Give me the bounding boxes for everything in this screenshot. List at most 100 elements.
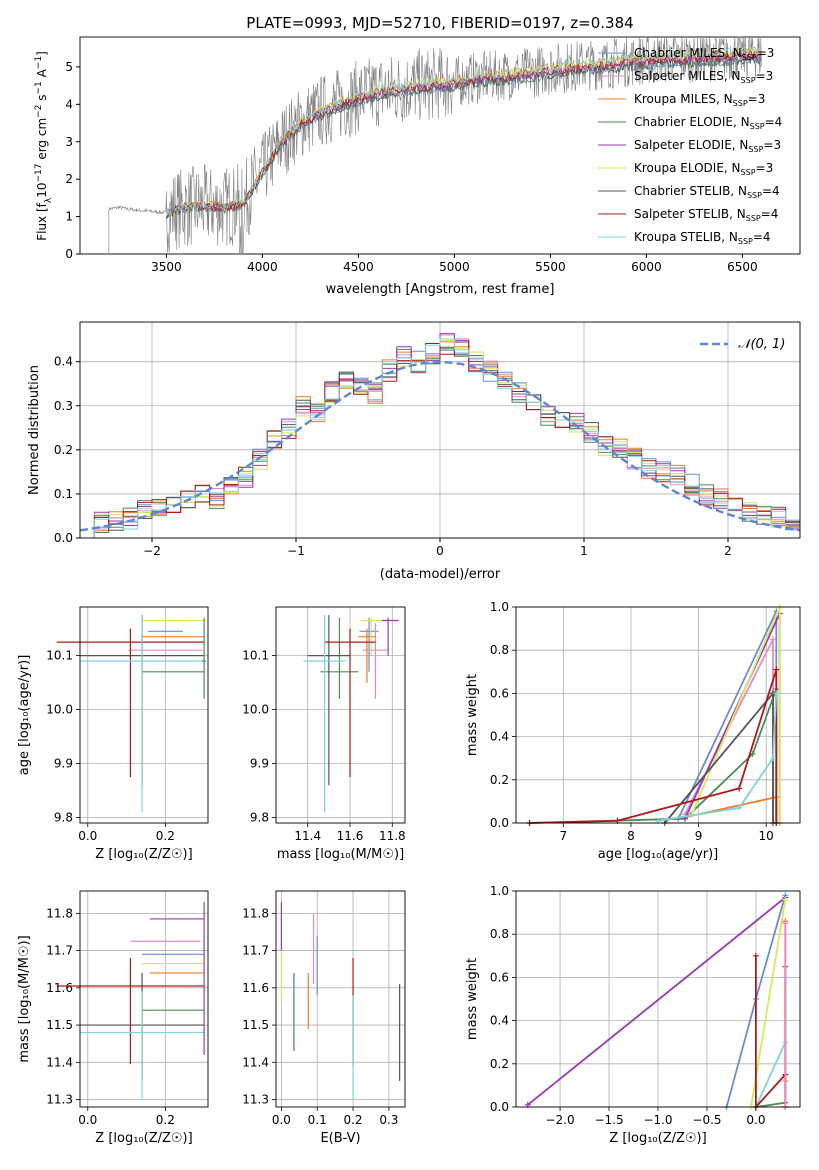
histogram-step (80, 338, 800, 539)
tick-label-x: 4000 (247, 260, 278, 274)
legend-value: =3 (756, 69, 774, 83)
mass_vs_Z-panel: 0.0 0.2 11.3 11.4 11.5 11.6 11.7 11.8 Z [log₁₀(Z… (17, 890, 209, 1146)
age_vs_Z-panel: 0.0 0.2 9.8 9.9 10.0 10.1 Z [log₁₀(Z/Z☉)] age [… (17, 606, 209, 862)
tick-label-y: 11.5 (242, 1018, 269, 1032)
tick-label-x: −1.5 (594, 1113, 623, 1127)
tick-label-x: −2.0 (545, 1113, 574, 1127)
massweight_vs_Z-panel: −2.0 −1.5 −1.0 −0.5 0.0 0.0 0.2 0.4 0.6 0.8 1.0 Z [… (465, 884, 801, 1146)
x-axis-label: Z [log₁₀(Z/Z☉)] (609, 1131, 706, 1146)
tick-label-x: 6500 (727, 260, 758, 274)
tick-label-y: 0.4 (490, 1014, 509, 1028)
legend-text: Kroupa MILES, N (634, 92, 733, 106)
series-line (755, 955, 787, 1110)
series-line (755, 977, 787, 1108)
legend-entry: Chabrier ELODIE, NSSP=4 (634, 115, 782, 131)
x-axis-label: E(B-V) (320, 1131, 360, 1146)
series-marker (752, 952, 759, 959)
tick-label-y: 11.7 (46, 944, 73, 958)
y-axis-label: Flux [fλ10−17 erg cm−2 s−1 A−1] (34, 51, 54, 241)
tick-label-y: 3 (65, 135, 73, 149)
legend-sub: SSP (741, 168, 756, 177)
legend-entry: Kroupa MILES, NSSP=3 (634, 92, 765, 108)
model-spectrum-line (166, 46, 762, 218)
tick-label-y: 5 (65, 60, 73, 74)
tick-label-x: 11.6 (337, 829, 364, 843)
legend-entry: Salpeter STELIB, NSSP=4 (634, 207, 778, 223)
tick-label-x: 4500 (343, 260, 374, 274)
tick-label-y: 10.1 (46, 649, 73, 663)
y-label-part: λ (44, 197, 54, 203)
tick-label-y: 0.0 (54, 531, 73, 545)
tick-label-y: 9.8 (54, 811, 73, 825)
tick-label-x: 0.2 (156, 829, 175, 843)
tick-label-y: 9.9 (54, 757, 73, 771)
legend-value: =3 (757, 46, 775, 60)
series-line (527, 896, 786, 1106)
tick-label-y: 11.4 (242, 1055, 269, 1069)
tick-label-x: 0.3 (379, 1113, 398, 1127)
legend-text: Salpeter STELIB, N (634, 207, 746, 221)
tick-label-x: 0.0 (78, 1113, 97, 1127)
tick-label-y: 11.8 (242, 906, 269, 920)
y-axis-label: Normed distribution (27, 365, 42, 495)
tick-label-x: 0.2 (156, 1113, 175, 1127)
legend-value: =4 (762, 184, 780, 198)
spectrum-panel: PLATE=0993, MJD=52710, FIBERID=0197, z=0… (34, 14, 801, 297)
x-axis-label: Z [log₁₀(Z/Z☉)] (95, 847, 192, 862)
series-marker (782, 896, 789, 903)
legend-text: Kroupa ELODIE, N (634, 161, 741, 175)
tick-label-y: 1.0 (490, 600, 509, 614)
legend-value: =4 (753, 230, 771, 244)
y-axis-label: mass weight (465, 958, 480, 1040)
legend-sub: SSP (748, 145, 763, 154)
tick-label-y: 11.8 (46, 906, 73, 920)
normal-curve (79, 360, 801, 532)
y-label-part: −2 (34, 105, 44, 118)
series-line (657, 693, 778, 822)
tick-label-x: −1.0 (643, 1113, 672, 1127)
tick-label-x: 9 (695, 829, 703, 843)
tick-label-x: 11.8 (379, 829, 406, 843)
tick-label-x: 3500 (151, 260, 182, 274)
y-label-part: s (35, 95, 49, 105)
legend-sub: SSP (750, 122, 765, 131)
legend-entry: Chabrier MILES, NSSP=3 (634, 46, 774, 62)
histogram-panel: −2 −1 0 1 2 0.0 0.1 0.2 0.3 0.4 𝒩(0, 1) (data-model… (27, 321, 801, 582)
tick-label-y: 0.6 (490, 970, 509, 984)
tick-label-y: 2 (65, 172, 73, 186)
legend-value: =4 (761, 207, 779, 221)
y-axis-label: mass [log₁₀(M/M☉)] (17, 935, 32, 1062)
series-marker (736, 785, 743, 792)
tick-label-x: 0.0 (78, 829, 97, 843)
legend-entry: Chabrier STELIB, NSSP=4 (634, 184, 780, 200)
tick-label-y: 0.2 (490, 1057, 509, 1071)
tick-label-x: −0.5 (692, 1113, 721, 1127)
axes-frame (275, 890, 406, 1108)
tick-label-y: 11.5 (46, 1018, 73, 1032)
tick-label-y: 11.6 (242, 981, 269, 995)
legend-sub: SSP (747, 191, 762, 200)
axes-frame (79, 321, 801, 539)
model-spectrum-line (166, 54, 762, 219)
legend-sub: SSP (738, 237, 753, 246)
histogram-step (80, 346, 800, 539)
legend-sub: SSP (742, 53, 757, 62)
tick-label-y: 0.4 (54, 355, 73, 369)
series-marker (773, 690, 780, 697)
y-label-part: A (35, 68, 49, 81)
tick-label-y: 11.4 (46, 1055, 73, 1069)
tick-label-y: 11.3 (242, 1093, 269, 1107)
y-label-part: Flux [f (35, 202, 49, 240)
series-marker (769, 755, 776, 762)
tick-label-x: 8 (627, 829, 635, 843)
legend-entry: Kroupa ELODIE, NSSP=3 (634, 161, 773, 177)
tick-label-y: 9.8 (250, 811, 269, 825)
legend-entry: 𝒩(0, 1) (738, 337, 785, 352)
tick-label-y: 0.4 (490, 730, 509, 744)
data-spectrum-line (108, 36, 762, 255)
tick-label-x: 11.4 (294, 829, 321, 843)
tick-label-y: 0.0 (490, 1100, 509, 1114)
legend-entry: Salpeter ELODIE, NSSP=3 (634, 138, 781, 154)
y-label-part: −1 (34, 56, 44, 69)
